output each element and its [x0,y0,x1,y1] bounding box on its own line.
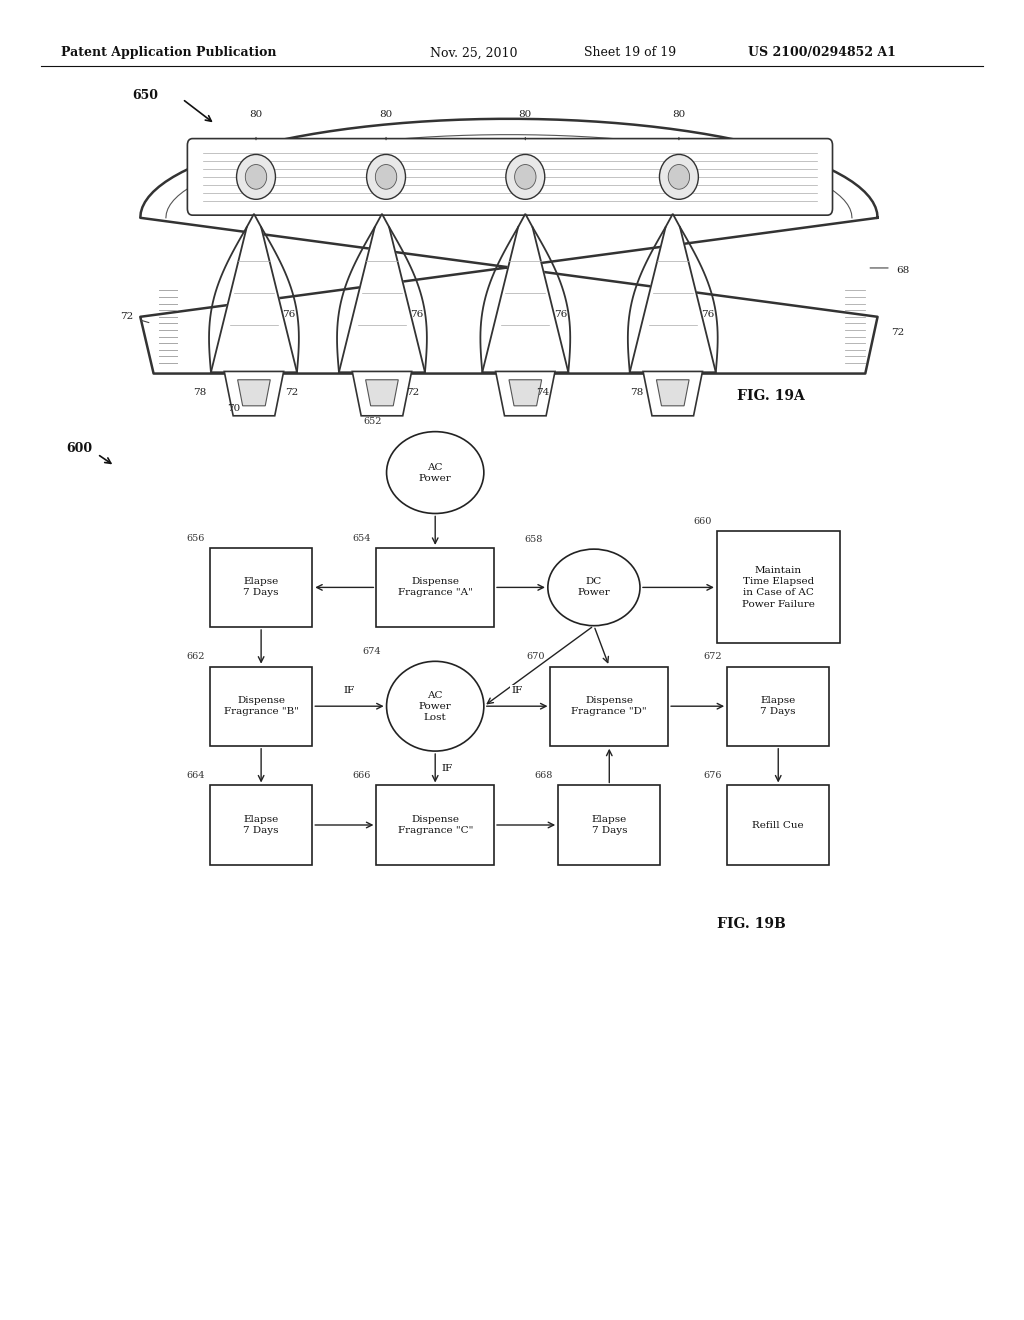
Text: 670: 670 [526,652,545,661]
Text: DC
Power: DC Power [578,577,610,598]
Text: Elapse
7 Days: Elapse 7 Days [761,696,796,717]
Text: Elapse
7 Days: Elapse 7 Days [244,814,279,836]
Text: 72: 72 [891,329,904,337]
Polygon shape [339,214,425,372]
Ellipse shape [659,154,698,199]
Polygon shape [656,380,689,405]
Ellipse shape [669,165,689,189]
Polygon shape [224,371,284,416]
Text: 68: 68 [896,267,909,275]
FancyBboxPatch shape [558,785,660,865]
Polygon shape [366,380,398,405]
Text: 662: 662 [186,652,205,661]
Polygon shape [211,214,297,372]
Text: Refill Cue: Refill Cue [753,821,804,829]
Text: 80: 80 [380,110,392,119]
Text: 76: 76 [411,310,424,318]
Text: Dispense
Fragrance "B": Dispense Fragrance "B" [223,696,299,717]
FancyBboxPatch shape [551,667,668,746]
Text: 668: 668 [535,771,553,780]
Text: Patent Application Publication: Patent Application Publication [61,46,276,59]
Text: FIG. 19A: FIG. 19A [737,389,805,403]
Text: 652: 652 [362,417,381,426]
Text: 80: 80 [250,110,262,119]
Text: 80: 80 [673,110,685,119]
Ellipse shape [246,165,266,189]
Polygon shape [211,214,297,372]
Text: Dispense
Fragrance "C": Dispense Fragrance "C" [397,814,473,836]
Text: Nov. 25, 2010: Nov. 25, 2010 [430,46,517,59]
Text: US 2100/0294852 A1: US 2100/0294852 A1 [748,46,895,59]
Polygon shape [482,214,568,372]
Ellipse shape [515,165,536,189]
FancyBboxPatch shape [210,548,312,627]
Polygon shape [643,371,702,416]
Text: 676: 676 [703,771,722,780]
Polygon shape [509,380,542,405]
Ellipse shape [548,549,640,626]
Text: 80: 80 [519,110,531,119]
FancyBboxPatch shape [210,785,312,865]
Text: Elapse
7 Days: Elapse 7 Days [244,577,279,598]
FancyBboxPatch shape [377,548,494,627]
Ellipse shape [237,154,275,199]
Polygon shape [339,214,425,372]
Ellipse shape [386,432,483,513]
FancyBboxPatch shape [727,667,829,746]
Text: 658: 658 [524,535,543,544]
Text: IF: IF [344,686,355,694]
FancyBboxPatch shape [187,139,833,215]
Text: AC
Power: AC Power [419,462,452,483]
Text: Elapse
7 Days: Elapse 7 Days [592,814,627,836]
Ellipse shape [506,154,545,199]
Text: 74: 74 [537,388,549,397]
Text: FIG. 19B: FIG. 19B [717,917,785,931]
Text: AC
Power
Lost: AC Power Lost [419,690,452,722]
Polygon shape [352,371,412,416]
Text: 600: 600 [66,442,92,455]
Text: 78: 78 [631,388,643,397]
Text: 72: 72 [407,388,419,397]
Text: 76: 76 [283,310,296,318]
Polygon shape [630,214,716,372]
FancyBboxPatch shape [377,785,494,865]
Text: 664: 664 [186,771,205,780]
Text: 672: 672 [703,652,722,661]
Polygon shape [482,214,568,372]
Text: IF: IF [512,686,522,694]
Text: 674: 674 [362,647,381,656]
Text: 72: 72 [286,388,298,397]
Text: 656: 656 [186,533,205,543]
Polygon shape [140,119,878,374]
FancyBboxPatch shape [210,667,312,746]
Polygon shape [238,380,270,405]
Polygon shape [496,371,555,416]
Text: Maintain
Time Elapsed
in Case of AC
Power Failure: Maintain Time Elapsed in Case of AC Powe… [741,566,815,609]
Ellipse shape [386,661,483,751]
Text: 72: 72 [120,313,133,321]
Text: 666: 666 [353,771,371,780]
Polygon shape [630,214,716,372]
FancyBboxPatch shape [717,531,840,643]
Text: 654: 654 [352,533,371,543]
Text: Dispense
Fragrance "A": Dispense Fragrance "A" [397,577,473,598]
Text: 70: 70 [227,404,240,413]
Text: Sheet 19 of 19: Sheet 19 of 19 [584,46,676,59]
Text: 76: 76 [554,310,567,318]
FancyBboxPatch shape [727,785,829,865]
Text: IF: IF [442,764,453,772]
Text: 650: 650 [133,88,159,102]
Text: 660: 660 [693,517,712,525]
Text: Dispense
Fragrance "D": Dispense Fragrance "D" [571,696,647,717]
Text: 78: 78 [194,388,206,397]
Ellipse shape [376,165,396,189]
Text: 76: 76 [701,310,715,318]
Ellipse shape [367,154,406,199]
